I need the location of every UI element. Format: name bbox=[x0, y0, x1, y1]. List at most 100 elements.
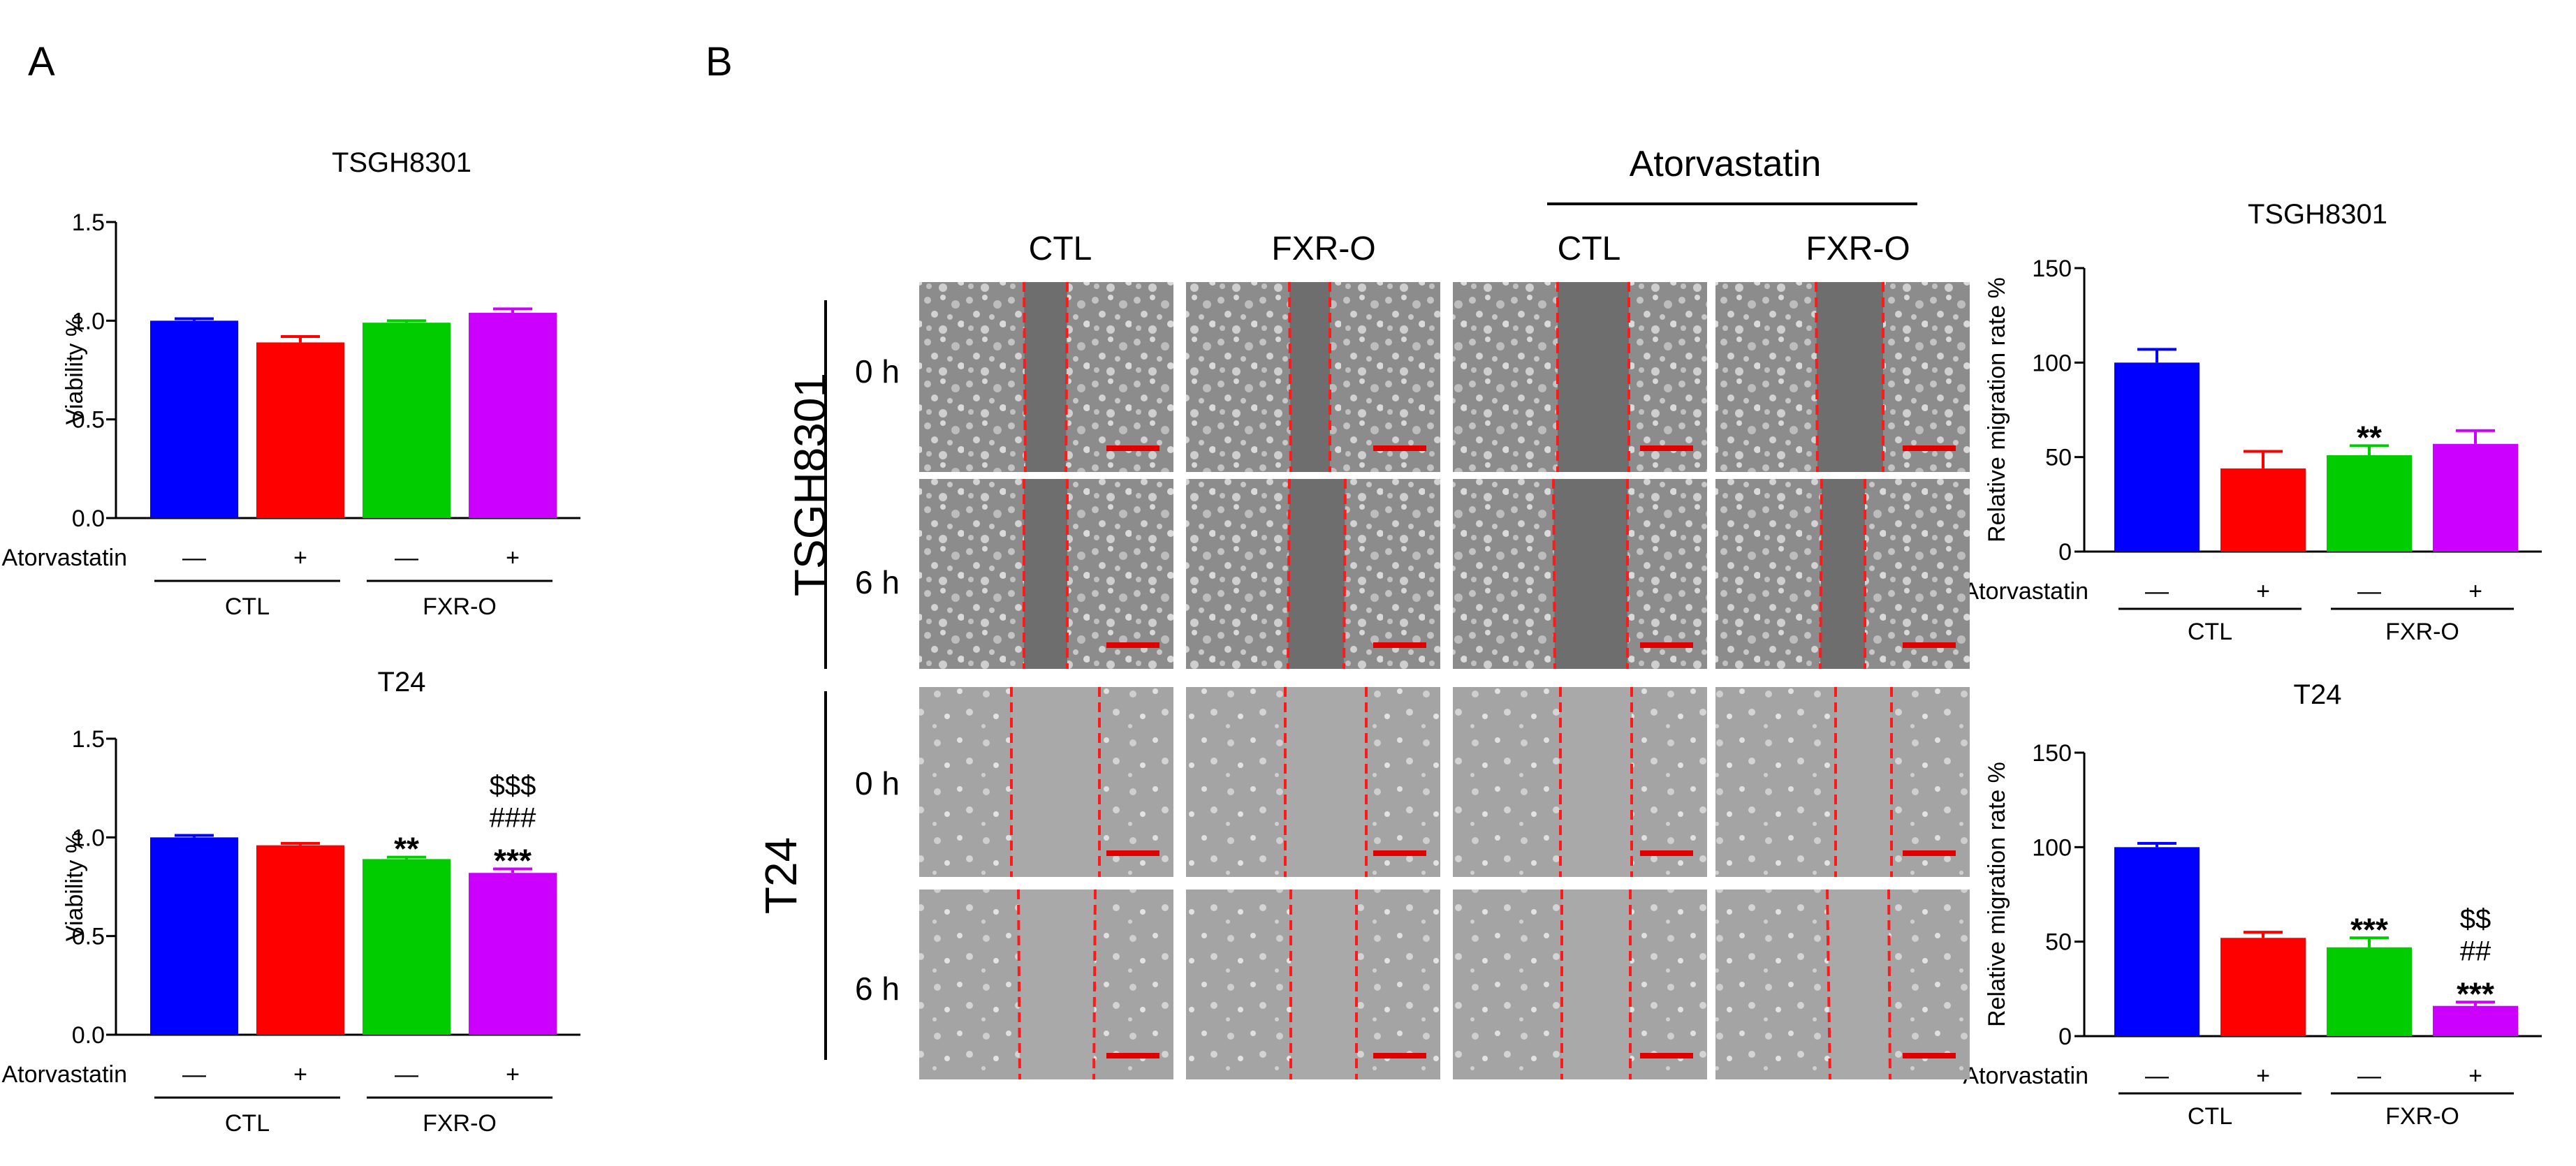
wound-gap bbox=[1836, 687, 1891, 877]
micrograph-tile bbox=[1453, 282, 1707, 472]
chart-title: T24 bbox=[2294, 679, 2342, 710]
significance-label: *** bbox=[2457, 975, 2494, 1012]
wound-gap bbox=[1816, 282, 1883, 472]
wound-gap bbox=[1291, 890, 1356, 1079]
chart-title: T24 bbox=[378, 667, 426, 698]
y-axis-label: Viability % bbox=[61, 316, 88, 425]
group-label: CTL bbox=[225, 1110, 270, 1137]
wound-gap bbox=[1558, 282, 1629, 472]
treatment-mark: + bbox=[2468, 578, 2482, 605]
significance-label: $$$ bbox=[490, 771, 536, 802]
wound-gap bbox=[1289, 282, 1330, 472]
y-tick-label: 1.5 bbox=[72, 209, 105, 236]
micrograph-tile bbox=[1715, 281, 1970, 473]
significance-label: $$ bbox=[2460, 903, 2491, 934]
wound-edge-left bbox=[1819, 478, 1823, 670]
micrograph-tile bbox=[1186, 478, 1440, 670]
wound-gap bbox=[1820, 479, 1865, 669]
bar bbox=[363, 859, 451, 1035]
bar bbox=[2220, 938, 2306, 1036]
column-header-ctl: CTL bbox=[1029, 230, 1092, 267]
group-label: CTL bbox=[2188, 1103, 2232, 1130]
micrograph-tile bbox=[919, 479, 1173, 669]
significance-label: ## bbox=[2460, 936, 2491, 966]
micrograph-tile bbox=[1453, 478, 1707, 670]
wound-healing-micrographs: Atorvastatin CTL FXR-O CTL FXR-O TSGH830… bbox=[756, 144, 1970, 1080]
viability-chart-t24: T24 0.0 0.5 1.0 1.5 Viability % — + ** — $$$### ***… bbox=[1, 667, 580, 1137]
micrograph-tile bbox=[919, 281, 1173, 473]
bar bbox=[469, 313, 557, 518]
treatment-mark: + bbox=[2256, 578, 2270, 605]
bar bbox=[2327, 947, 2412, 1036]
time-label-0h: 0 h bbox=[855, 353, 900, 390]
wound-edge-left bbox=[1288, 281, 1292, 473]
treatment-mark: — bbox=[395, 1061, 418, 1088]
y-tick-label: 1.0 bbox=[72, 825, 105, 851]
treatment-mark: — bbox=[182, 1061, 206, 1088]
group-label: CTL bbox=[225, 593, 270, 620]
wound-edge-right bbox=[1342, 478, 1347, 670]
row-label-tsgh8301: TSGH8301 bbox=[785, 373, 835, 596]
bar bbox=[2220, 468, 2306, 552]
treatment-mark: + bbox=[293, 1061, 307, 1088]
column-header-atorvastatin-ctl: CTL bbox=[1558, 230, 1621, 267]
bar bbox=[2433, 443, 2518, 552]
group-label: FXR-O bbox=[423, 593, 497, 620]
micrograph-tile bbox=[1186, 890, 1440, 1079]
y-tick-label: 0.0 bbox=[72, 1022, 105, 1049]
bar bbox=[256, 342, 344, 518]
treatment-row-label: Atorvastatin bbox=[1, 545, 127, 571]
wound-edge-left bbox=[1826, 889, 1831, 1080]
y-tick-label: 0 bbox=[2058, 1024, 2072, 1050]
time-label-6h: 6 h bbox=[855, 564, 900, 600]
y-tick-label: 1.5 bbox=[72, 726, 105, 753]
wound-edge-left bbox=[1023, 281, 1027, 473]
micrograph-tile bbox=[1715, 687, 1970, 877]
bar bbox=[2114, 847, 2200, 1036]
significance-label: ** bbox=[2357, 419, 2382, 455]
micrograph-tile bbox=[1453, 890, 1707, 1079]
y-tick-label: 0.5 bbox=[72, 407, 105, 434]
y-tick-label: 0.0 bbox=[72, 505, 105, 532]
treatment-mark: — bbox=[2145, 1063, 2169, 1089]
migration-chart-t24: T24 0 50 100 150 Relative migration rate % — + *… bbox=[1963, 679, 2542, 1130]
micrograph-tile bbox=[919, 889, 1173, 1080]
micrograph-tile bbox=[1715, 478, 1970, 670]
treatment-mark: — bbox=[182, 545, 206, 571]
significance-label: *** bbox=[2350, 911, 2388, 947]
viability-chart-tsgh8301: TSGH8301 0.0 0.5 1.0 1.5 Viability % — + — + Atorv… bbox=[1, 147, 580, 620]
y-tick-label: 1.0 bbox=[72, 308, 105, 334]
wound-gap bbox=[1011, 687, 1099, 877]
micrograph-tile bbox=[1453, 687, 1707, 877]
column-header-atorvastatin-fxr-o: FXR-O bbox=[1806, 230, 1910, 267]
wound-gap bbox=[1560, 687, 1632, 877]
y-axis-label: Viability % bbox=[61, 832, 88, 941]
treatment-mark: + bbox=[506, 545, 520, 571]
y-axis-label: Relative migration rate % bbox=[1984, 277, 2010, 543]
treatment-row-label: Atorvastatin bbox=[1963, 1063, 2088, 1089]
wound-gap bbox=[1024, 282, 1067, 472]
y-axis-label: Relative migration rate % bbox=[1984, 762, 2010, 1027]
treatment-mark: — bbox=[395, 545, 418, 571]
wound-edge-left bbox=[1017, 889, 1021, 1080]
treatment-mark: + bbox=[293, 545, 307, 571]
wound-edge-left bbox=[1815, 281, 1819, 473]
wound-gap bbox=[1562, 890, 1630, 1079]
bar bbox=[469, 873, 557, 1035]
wound-gap bbox=[1827, 890, 1890, 1079]
migration-chart-tsgh8301: TSGH8301 0 50 100 150 Relative migration rate… bbox=[1963, 199, 2542, 645]
micrograph-tile bbox=[919, 687, 1173, 877]
micrograph-tile bbox=[1186, 687, 1440, 877]
y-tick-label: 100 bbox=[2032, 350, 2072, 376]
chart-title: TSGH8301 bbox=[2248, 199, 2387, 230]
y-tick-label: 0 bbox=[2058, 539, 2072, 566]
bar bbox=[150, 320, 238, 518]
column-header-fxr-o: FXR-O bbox=[1271, 230, 1375, 267]
treatment-row-label: Atorvastatin bbox=[1963, 578, 2088, 605]
significance-label: *** bbox=[494, 843, 532, 879]
treatment-mark: + bbox=[2468, 1063, 2482, 1089]
wound-edge-left bbox=[1287, 478, 1291, 670]
bar bbox=[2114, 362, 2200, 552]
panel-a-label: A bbox=[28, 39, 55, 84]
